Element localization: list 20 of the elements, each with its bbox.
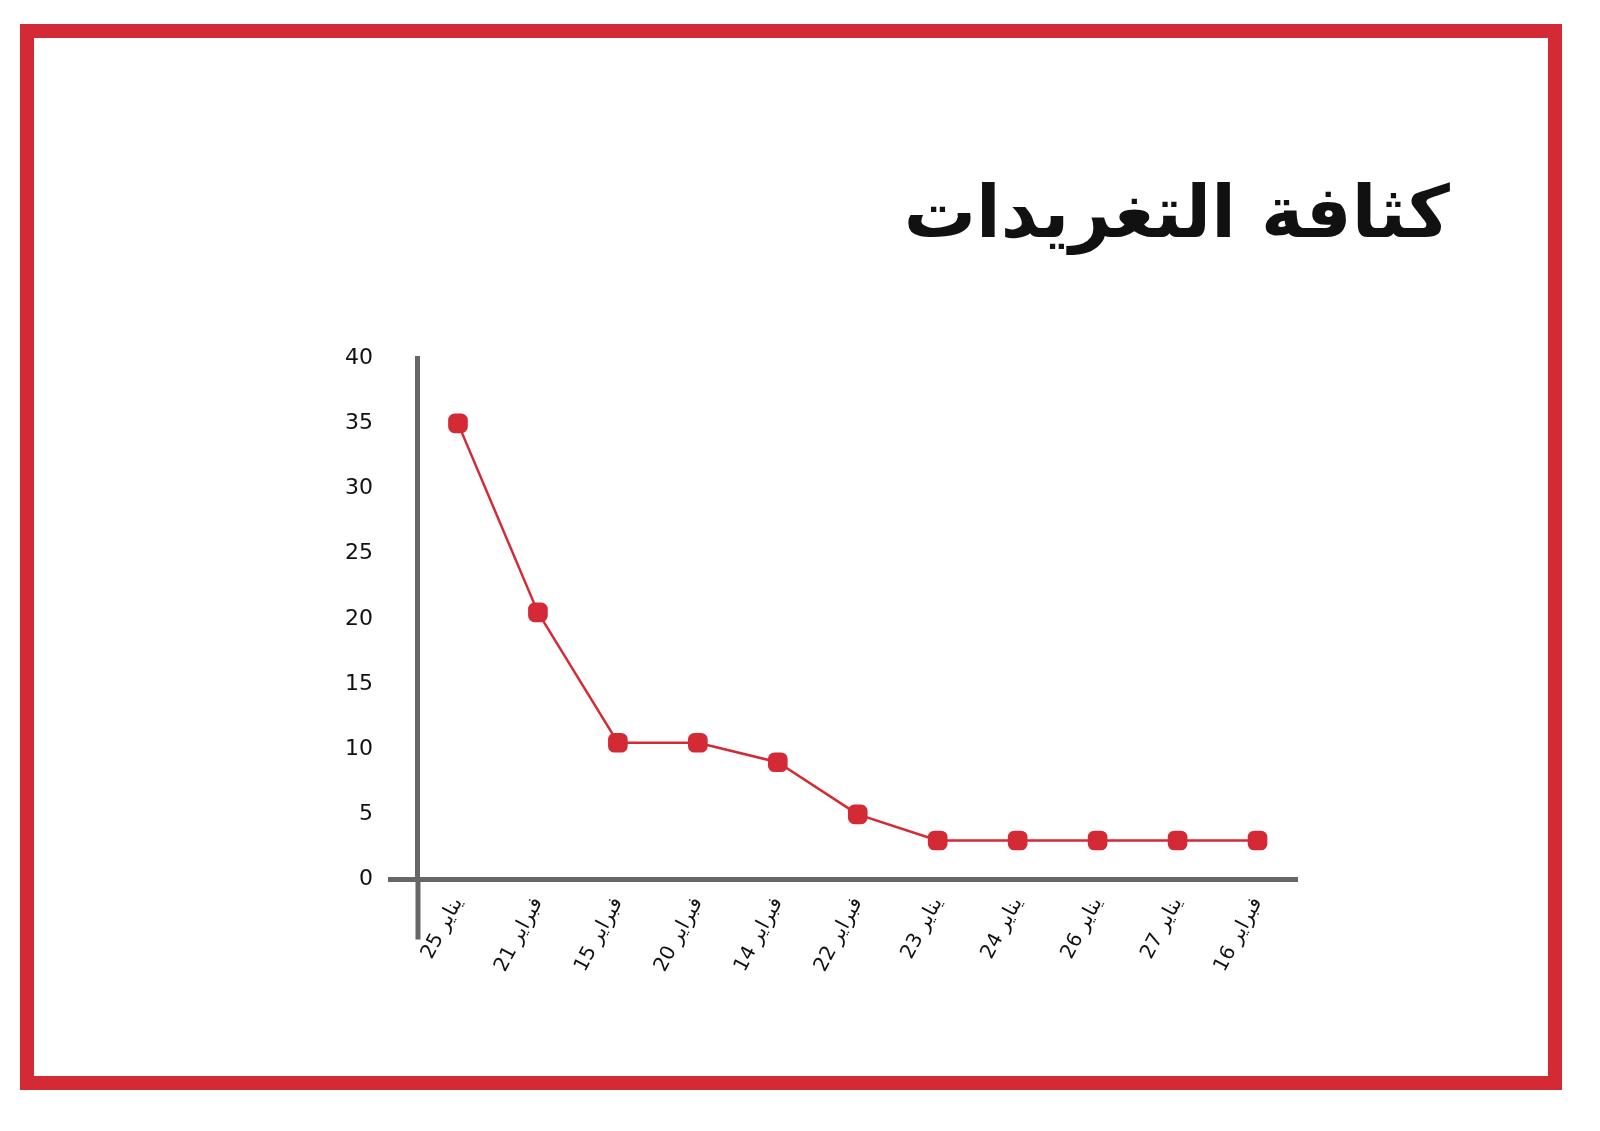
x-tick-label: 24 يناير bbox=[974, 892, 1027, 963]
y-tick-label: 30 bbox=[344, 474, 373, 500]
y-tick-label: 0 bbox=[358, 865, 373, 891]
y-tick-label: 15 bbox=[344, 669, 373, 695]
x-tick-label: 21 فبراير bbox=[487, 892, 547, 976]
x-tick-label: 27 يناير bbox=[1134, 892, 1187, 963]
x-tick-label: 26 يناير bbox=[1054, 892, 1107, 963]
y-tick-label: 5 bbox=[358, 800, 373, 826]
y-tick-label: 20 bbox=[344, 604, 373, 630]
x-tick-label: 20 فبراير bbox=[647, 892, 707, 976]
x-tick-label: 14 فبراير bbox=[727, 892, 787, 976]
y-tick-label: 10 bbox=[344, 734, 373, 760]
chart-title: كثافة التغريدات bbox=[903, 170, 1450, 254]
x-tick-label: 15 فبراير bbox=[567, 892, 627, 976]
y-tick-label: 25 bbox=[344, 539, 373, 565]
y-tick-label: 40 bbox=[344, 343, 373, 369]
x-tick-label: 16 فبراير bbox=[1207, 892, 1267, 976]
y-tick-label: 35 bbox=[344, 409, 373, 435]
x-tick-label: 23 يناير bbox=[894, 892, 947, 963]
x-tick-label: 22 فبراير bbox=[807, 892, 867, 976]
